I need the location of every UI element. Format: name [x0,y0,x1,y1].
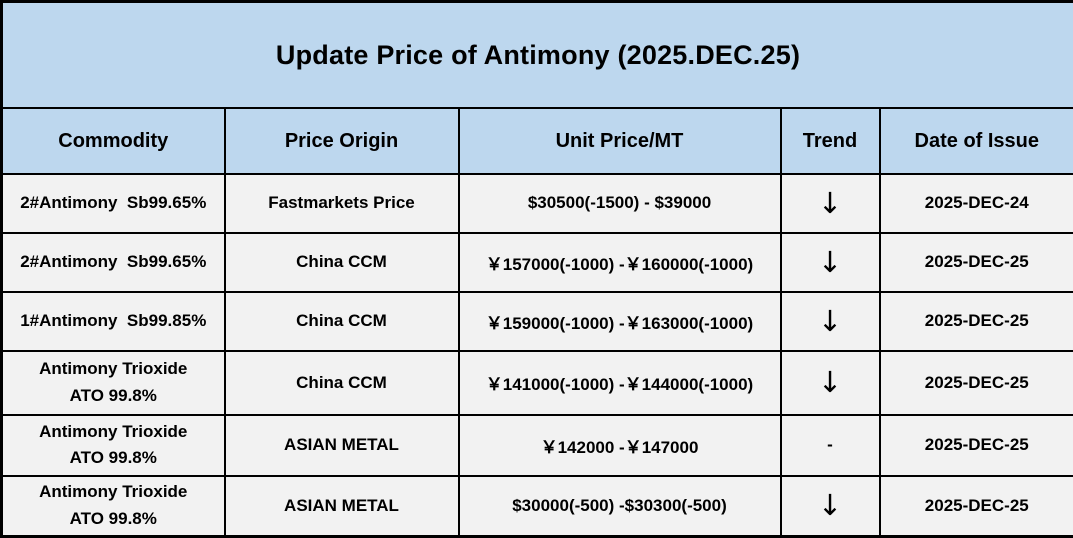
trend-cell: ↓ [779,474,881,538]
price-origin-cell: ASIAN METAL [223,474,460,538]
commodity-cell: 2#Antimony Sb99.65% [0,231,226,293]
trend-down-icon: ↓ [817,488,843,523]
unit-price-cell: $30000(-500) -$30300(-500) [457,474,782,538]
table-row: 2#Antimony Sb99.65% Fastmarkets Price $3… [0,173,1073,234]
commodity-cell: Antimony Trioxide ATO 99.8% [0,474,226,538]
unit-price-cell: ￥141000(-1000) -￥144000(-1000) [457,349,782,416]
date-cell: 2025-DEC-25 [878,290,1073,352]
trend-cell: - [779,413,881,477]
date-cell: 2025-DEC-25 [878,231,1073,293]
trend-cell: ↓ [779,173,881,234]
price-origin-cell: China CCM [223,231,460,293]
date-cell: 2025-DEC-25 [878,413,1073,477]
price-origin-cell: ASIAN METAL [223,413,460,477]
table-row: Antimony Trioxide ATO 99.8% China CCM ￥1… [0,349,1073,416]
date-cell: 2025-DEC-24 [878,173,1073,234]
trend-down-icon: ↓ [817,303,843,338]
col-header-price-origin: Price Origin [223,107,460,175]
price-origin-cell: China CCM [223,290,460,352]
col-header-commodity: Commodity [0,107,226,175]
unit-price-cell: ￥157000(-1000) -￥160000(-1000) [457,231,782,293]
trend-cell: ↓ [779,290,881,352]
trend-down-icon: ↓ [817,185,843,220]
page-title: Update Price of Antimony (2025.DEC.25) [0,0,1073,109]
title-row: Update Price of Antimony (2025.DEC.25) [0,0,1073,109]
date-cell: 2025-DEC-25 [878,474,1073,538]
table-row: 1#Antimony Sb99.85% China CCM ￥159000(-1… [0,290,1073,352]
price-origin-cell: China CCM [223,349,460,416]
trend-cell: ↓ [779,349,881,416]
col-header-trend: Trend [779,107,881,175]
unit-price-cell: ￥142000 -￥147000 [457,413,782,477]
trend-down-icon: ↓ [817,365,843,400]
col-header-unit-price: Unit Price/MT [457,107,782,175]
trend-down-icon: ↓ [817,244,843,279]
column-header-row: Commodity Price Origin Unit Price/MT Tre… [0,107,1073,175]
table-row: Antimony Trioxide ATO 99.8% ASIAN METAL … [0,413,1073,477]
price-origin-cell: Fastmarkets Price [223,173,460,234]
commodity-cell: Antimony Trioxide ATO 99.8% [0,349,226,416]
commodity-cell: 2#Antimony Sb99.65% [0,173,226,234]
trend-flat-icon: - [827,435,833,455]
commodity-cell: Antimony Trioxide ATO 99.8% [0,413,226,477]
unit-price-cell: $30500(-1500) - $39000 [457,173,782,234]
trend-cell: ↓ [779,231,881,293]
table-row: 2#Antimony Sb99.65% China CCM ￥157000(-1… [0,231,1073,293]
table-row: Antimony Trioxide ATO 99.8% ASIAN METAL … [0,474,1073,538]
date-cell: 2025-DEC-25 [878,349,1073,416]
commodity-cell: 1#Antimony Sb99.85% [0,290,226,352]
unit-price-cell: ￥159000(-1000) -￥163000(-1000) [457,290,782,352]
col-header-date-of-issue: Date of Issue [878,107,1073,175]
